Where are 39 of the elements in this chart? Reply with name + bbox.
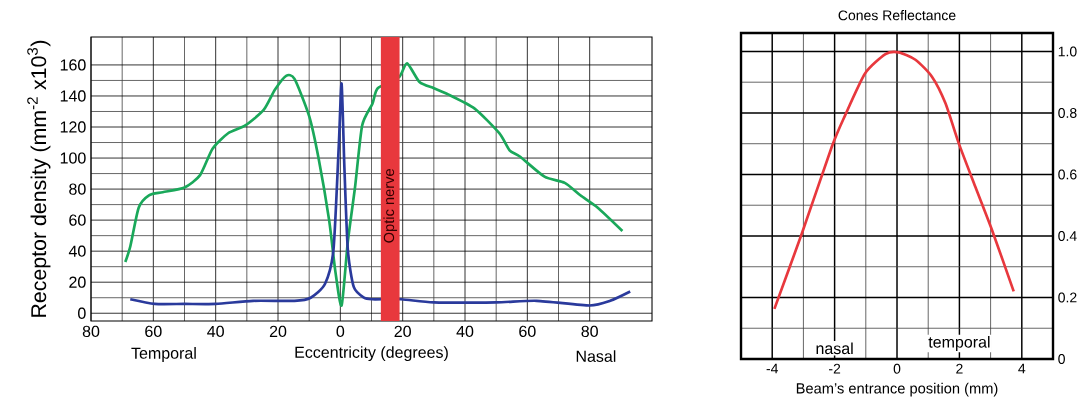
x-tick-label: 80 (82, 325, 100, 338)
y-tick-label: 0.4 (1058, 231, 1077, 241)
y-tick-label: 60 (69, 214, 86, 226)
y-tick-label: 40 (68, 245, 86, 257)
y-tick-label: 1.0 (1058, 46, 1077, 57)
y-tick-label: 120 (60, 121, 86, 133)
x-tick-label: 0 (893, 363, 901, 374)
line-series (773, 50, 1016, 311)
y-tick-label: 0 (1058, 354, 1065, 364)
y-tick-label: 0.6 (1058, 169, 1077, 180)
text: Temporal (131, 347, 196, 362)
chart-title: Cones Reflectance (838, 10, 956, 21)
y-tick-label: 140 (60, 90, 86, 102)
x-tick-label: 60 (519, 325, 536, 338)
y-tick-label: 0.8 (1058, 108, 1077, 118)
x-tick-label: 20 (394, 325, 411, 338)
y-tick-label: 20 (69, 276, 86, 288)
text: Nasal (576, 350, 616, 362)
y-axis-title: Receptor density (mm$^{-2}$ x10$^{3}$) (27, 40, 51, 317)
band-label: Optic nerve (383, 169, 398, 243)
x-axis-title: Beam’s entrance position (mm) (796, 382, 998, 397)
y-tick-label: 100 (60, 152, 86, 164)
x-tick-label: 60 (145, 325, 162, 338)
x-tick-label: -4 (766, 363, 779, 374)
x-axis-title: Eccentricity (degrees) (295, 346, 448, 362)
y-tick-label: 160 (60, 59, 86, 71)
x-tick-label: 40 (456, 325, 474, 338)
x-tick-label: 4 (1018, 363, 1026, 374)
y-tick-label: 80 (69, 183, 86, 195)
x-tick-label: 2 (956, 363, 963, 374)
x-tick-label: 20 (269, 325, 287, 338)
x-tick-label: 80 (581, 325, 598, 338)
x-tick-label: 0 (336, 325, 345, 338)
x-tick-label: -2 (829, 363, 841, 374)
annotation: nasal (816, 342, 853, 355)
annotation: temporal (928, 335, 990, 351)
y-tick-label: 0.2 (1058, 292, 1077, 303)
y-tick-label: 0 (78, 307, 86, 319)
x-tick-label: 40 (207, 325, 224, 338)
